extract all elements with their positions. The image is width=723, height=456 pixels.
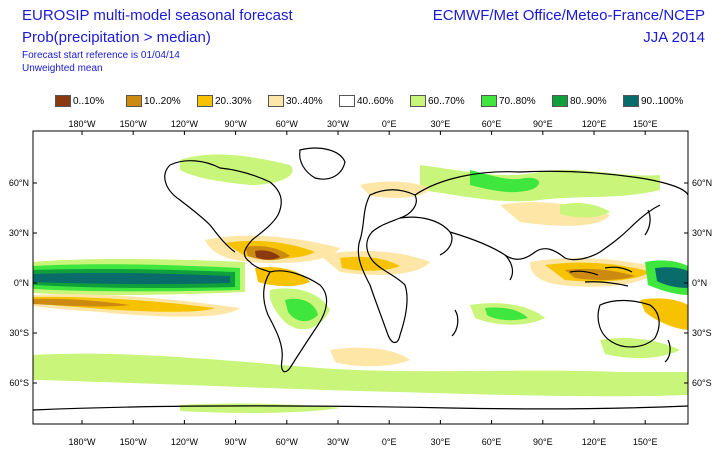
legend-swatch (552, 95, 568, 107)
longitude-label: 90°W (225, 437, 248, 447)
longitude-label: 120°W (171, 119, 199, 129)
latitude-label: 30°S (9, 328, 29, 338)
longitude-label: 150°E (633, 119, 658, 129)
color-legend: 0..10% 10..20% 20..30% 30..40% 40..60% 60..70… (55, 94, 695, 108)
legend-label: 90..100% (641, 95, 684, 107)
legend-label: 0..10% (73, 95, 105, 107)
latitude-label: 60°N (692, 178, 712, 188)
forecast-start-note: Forecast start reference is 01/04/14 (22, 50, 180, 61)
legend-item: 90..100% (623, 94, 683, 108)
latitude-label: 0°N (692, 278, 707, 288)
longitude-label: 120°E (582, 119, 607, 129)
season-label: JJA 2014 (643, 29, 705, 46)
latitude-label: 60°S (692, 378, 712, 388)
longitude-label: 30°W (327, 119, 350, 129)
latitude-label: 30°S (692, 328, 712, 338)
longitude-label: 90°E (533, 119, 553, 129)
coastlines (33, 147, 688, 411)
longitude-label: 60°E (482, 119, 502, 129)
latitude-label: 0°N (14, 278, 29, 288)
legend-swatch (481, 95, 497, 107)
map-subtitle: Prob(precipitation > median) (22, 29, 211, 46)
longitude-label: 60°W (276, 119, 299, 129)
longitude-label: 60°W (276, 437, 299, 447)
longitude-label: 60°E (482, 437, 502, 447)
legend-label: 40..60% (357, 95, 394, 107)
legend-label: 70..80% (499, 95, 536, 107)
longitude-label: 30°E (431, 437, 451, 447)
legend-label: 60..70% (428, 95, 465, 107)
longitude-label: 120°W (171, 437, 199, 447)
latitude-label: 60°N (9, 178, 29, 188)
longitude-label: 120°E (582, 437, 607, 447)
longitude-label: 0°E (382, 119, 397, 129)
latitude-label: 60°S (9, 378, 29, 388)
legend-label: 30..40% (286, 95, 323, 107)
longitude-label: 150°E (633, 437, 658, 447)
legend-swatch (197, 95, 213, 107)
legend-label: 80..90% (570, 95, 607, 107)
weighting-note: Unweighted mean (22, 63, 103, 74)
legend-swatch (126, 95, 142, 107)
legend-item: 60..70% (410, 94, 465, 108)
legend-item: 10..20% (126, 94, 181, 108)
longitude-label: 90°W (225, 119, 248, 129)
legend-item: 80..90% (552, 94, 607, 108)
legend-item: 30..40% (268, 94, 323, 108)
legend-item: 0..10% (55, 94, 104, 108)
map-frame (32, 130, 689, 425)
longitude-label: 180°W (68, 119, 96, 129)
latitude-label: 30°N (9, 228, 29, 238)
legend-swatch (623, 95, 639, 107)
legend-swatch (55, 95, 71, 107)
legend-item: 40..60% (339, 94, 394, 108)
longitude-label: 180°W (68, 437, 96, 447)
longitude-label: 0°E (382, 437, 397, 447)
longitude-label: 150°W (120, 437, 148, 447)
legend-swatch (339, 95, 355, 107)
longitude-label: 30°E (431, 119, 451, 129)
legend-label: 20..30% (215, 95, 252, 107)
map-title: EUROSIP multi-model seasonal forecast (22, 7, 293, 24)
probability-field (33, 131, 688, 424)
legend-item: 70..80% (481, 94, 536, 108)
source-label: ECMWF/Met Office/Meteo-France/NCEP (432, 7, 705, 24)
legend-swatch (268, 95, 284, 107)
longitude-label: 90°E (533, 437, 553, 447)
legend-label: 10..20% (144, 95, 181, 107)
legend-item: 20..30% (197, 94, 252, 108)
longitude-label: 30°W (327, 437, 350, 447)
legend-swatch (410, 95, 426, 107)
latitude-label: 30°N (692, 228, 712, 238)
longitude-label: 150°W (120, 119, 148, 129)
